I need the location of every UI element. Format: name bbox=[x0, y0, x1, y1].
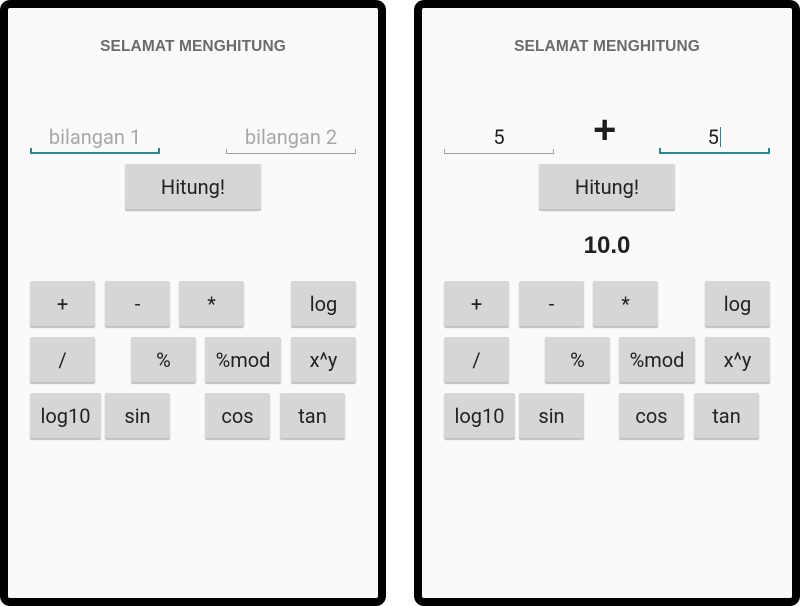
plus-button[interactable]: + bbox=[444, 281, 509, 327]
minus-button[interactable]: - bbox=[105, 281, 170, 327]
tan-button[interactable]: tan bbox=[694, 393, 759, 439]
multiply-button[interactable]: * bbox=[593, 281, 658, 327]
divide-button[interactable]: / bbox=[444, 337, 509, 383]
bilangan-2-input[interactable]: 5 bbox=[659, 122, 770, 154]
power-button[interactable]: x^y bbox=[705, 337, 770, 383]
cos-button[interactable]: cos bbox=[619, 393, 684, 439]
calculator-screen-result: SELAMAT MENGHITUNG 5 + 5 Hitung! 10.0 + … bbox=[422, 8, 792, 598]
phone-frame-right: SELAMAT MENGHITUNG 5 + 5 Hitung! 10.0 + … bbox=[414, 0, 800, 606]
bilangan-2-value: 5 bbox=[707, 125, 719, 149]
app-title: SELAMAT MENGHITUNG bbox=[514, 38, 700, 55]
result-text: 10.0 bbox=[583, 232, 631, 259]
log-button[interactable]: log bbox=[705, 281, 770, 327]
hitung-button[interactable]: Hitung! bbox=[125, 164, 261, 210]
bilangan-1-input[interactable]: 5 bbox=[444, 122, 554, 154]
bilangan-1-input[interactable]: bilangan 1 bbox=[30, 122, 160, 154]
log-button[interactable]: log bbox=[291, 281, 356, 327]
percent-button[interactable]: % bbox=[131, 337, 196, 383]
mod-button[interactable]: %mod bbox=[205, 337, 281, 383]
operator-display: + bbox=[593, 108, 617, 152]
divide-button[interactable]: / bbox=[30, 337, 95, 383]
cos-button[interactable]: cos bbox=[205, 393, 270, 439]
calculator-screen-empty: SELAMAT MENGHITUNG bilangan 1 bilangan 2… bbox=[8, 8, 378, 598]
minus-button[interactable]: - bbox=[519, 281, 584, 327]
phone-frame-left: SELAMAT MENGHITUNG bilangan 1 bilangan 2… bbox=[0, 0, 386, 606]
sin-button[interactable]: sin bbox=[519, 393, 584, 439]
text-cursor bbox=[719, 127, 722, 147]
tan-button[interactable]: tan bbox=[280, 393, 345, 439]
percent-button[interactable]: % bbox=[545, 337, 610, 383]
multiply-button[interactable]: * bbox=[179, 281, 244, 327]
hitung-button[interactable]: Hitung! bbox=[539, 164, 675, 210]
app-title: SELAMAT MENGHITUNG bbox=[100, 38, 286, 55]
log10-button[interactable]: log10 bbox=[30, 393, 101, 439]
bilangan-2-input[interactable]: bilangan 2 bbox=[226, 122, 356, 154]
mod-button[interactable]: %mod bbox=[619, 337, 695, 383]
power-button[interactable]: x^y bbox=[291, 337, 356, 383]
sin-button[interactable]: sin bbox=[105, 393, 170, 439]
plus-button[interactable]: + bbox=[30, 281, 95, 327]
log10-button[interactable]: log10 bbox=[444, 393, 515, 439]
